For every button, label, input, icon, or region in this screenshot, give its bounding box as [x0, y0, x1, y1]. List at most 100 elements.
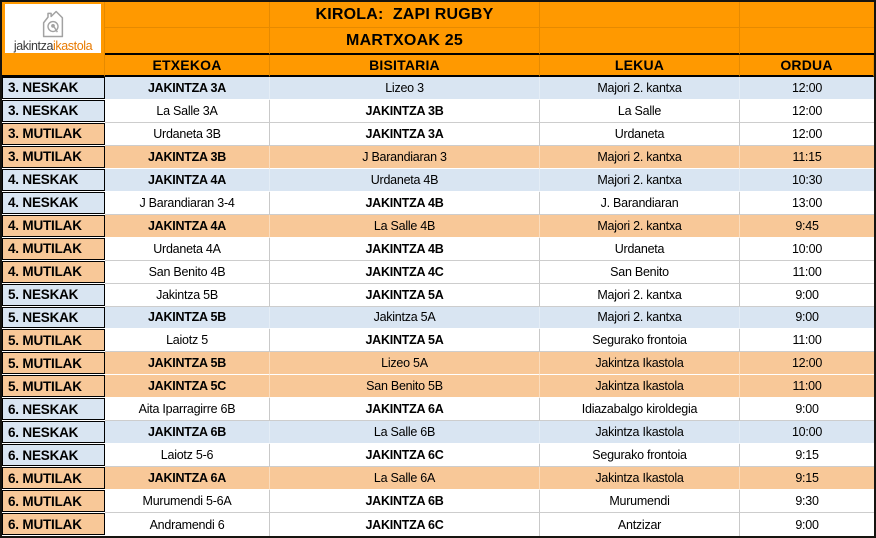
time-cell: 11:00 — [740, 260, 874, 284]
category-cell: 6. NESKAK — [2, 398, 105, 422]
category-cell: 4. NESKAK — [2, 191, 105, 215]
title-line1: KIROLA: ZAPI RUGBY — [270, 2, 540, 28]
visitor-team-cell: Urdaneta 4B — [270, 168, 540, 192]
category-label: 5. NESKAK — [2, 283, 105, 306]
venue-cell: Majori 2. kantxa — [540, 214, 740, 238]
time-cell: 9:00 — [740, 306, 874, 330]
title-line2: MARTXOAK 25 — [270, 28, 540, 55]
venue-cell: Majori 2. kantxa — [540, 145, 740, 169]
time-cell: 11:15 — [740, 145, 874, 169]
venue-cell: Urdaneta — [540, 237, 740, 261]
category-label: 6. MUTILAK — [2, 467, 105, 490]
time-cell: 12:00 — [740, 122, 874, 146]
time-cell: 9:15 — [740, 467, 874, 491]
home-team-cell: J Barandiaran 3-4 — [105, 191, 270, 215]
home-team-cell: JAKINTZA 6A — [105, 467, 270, 491]
venue-cell: Majori 2. kantxa — [540, 306, 740, 330]
visitor-team-cell: Lizeo 3 — [270, 77, 540, 100]
venue-cell: Idiazabalgo kiroldegia — [540, 398, 740, 422]
visitor-team-cell: JAKINTZA 6B — [270, 490, 540, 514]
time-cell: 9:15 — [740, 444, 874, 468]
category-label: 6. NESKAK — [2, 444, 105, 467]
visitor-team-cell: La Salle 6B — [270, 421, 540, 445]
category-cell: 3. NESKAK — [2, 77, 105, 100]
category-label: 4. MUTILAK — [2, 237, 105, 260]
visitor-team-cell: JAKINTZA 3B — [270, 99, 540, 123]
home-team-cell: Jakintza 5B — [105, 283, 270, 307]
home-team-cell: Urdaneta 3B — [105, 122, 270, 146]
category-cell: 5. MUTILAK — [2, 329, 105, 353]
category-cell: 6. MUTILAK — [2, 467, 105, 491]
category-label: 5. MUTILAK — [2, 375, 105, 398]
venue-cell: Majori 2. kantxa — [540, 168, 740, 192]
home-team-cell: JAKINTZA 3A — [105, 77, 270, 100]
category-cell: 3. NESKAK — [2, 99, 105, 123]
category-cell: 6. MUTILAK — [2, 490, 105, 514]
column-header-lekua: LEKUA — [540, 55, 740, 77]
spacer-cell — [540, 28, 740, 55]
visitor-team-cell: JAKINTZA 5A — [270, 283, 540, 307]
category-cell: 6. NESKAK — [2, 421, 105, 445]
home-team-cell: Laiotz 5-6 — [105, 444, 270, 468]
category-label: 4. MUTILAK — [2, 214, 105, 237]
visitor-team-cell: J Barandiaran 3 — [270, 145, 540, 169]
category-label: 5. NESKAK — [2, 306, 105, 329]
time-cell: 9:00 — [740, 398, 874, 422]
time-cell: 9:00 — [740, 283, 874, 307]
spacer-cell — [540, 2, 740, 28]
column-header-etxekoa: ETXEKOA — [105, 55, 270, 77]
column-header-ordua: ORDUA — [740, 55, 874, 77]
home-team-cell: San Benito 4B — [105, 260, 270, 284]
home-team-cell: JAKINTZA 6B — [105, 421, 270, 445]
category-label: 4. NESKAK — [2, 168, 105, 191]
time-cell: 11:00 — [740, 329, 874, 353]
venue-cell: Segurako frontoia — [540, 444, 740, 468]
time-cell: 9:00 — [740, 513, 874, 536]
spacer-cell — [105, 2, 270, 28]
home-team-cell: JAKINTZA 5B — [105, 306, 270, 330]
category-label: 4. NESKAK — [2, 191, 105, 214]
time-cell: 9:30 — [740, 490, 874, 514]
visitor-team-cell: Jakintza 5A — [270, 306, 540, 330]
home-team-cell: Urdaneta 4A — [105, 237, 270, 261]
visitor-team-cell: JAKINTZA 6A — [270, 398, 540, 422]
school-logo: jakintzaikastola — [5, 4, 101, 53]
time-cell: 12:00 — [740, 99, 874, 123]
category-label: 3. MUTILAK — [2, 145, 105, 168]
venue-cell: J. Barandiaran — [540, 191, 740, 215]
home-team-cell: JAKINTZA 4A — [105, 168, 270, 192]
logo-text-ikastola: ikastola — [53, 39, 93, 53]
visitor-team-cell: Lizeo 5A — [270, 352, 540, 376]
visitor-team-cell: JAKINTZA 3A — [270, 122, 540, 146]
home-team-cell: Andramendi 6 — [105, 513, 270, 536]
category-cell: 5. NESKAK — [2, 306, 105, 330]
home-team-cell: La Salle 3A — [105, 99, 270, 123]
venue-cell: San Benito — [540, 260, 740, 284]
visitor-team-cell: JAKINTZA 6C — [270, 444, 540, 468]
time-cell: 9:45 — [740, 214, 874, 238]
venue-cell: Jakintza Ikastola — [540, 421, 740, 445]
visitor-team-cell: JAKINTZA 5A — [270, 329, 540, 353]
time-cell: 10:00 — [740, 421, 874, 445]
category-cell: 4. MUTILAK — [2, 237, 105, 261]
home-team-cell: JAKINTZA 4A — [105, 214, 270, 238]
visitor-team-cell: JAKINTZA 4B — [270, 237, 540, 261]
category-label: 6. NESKAK — [2, 398, 105, 421]
category-label: 4. MUTILAK — [2, 260, 105, 283]
category-label: 6. NESKAK — [2, 421, 105, 444]
spacer-cell — [105, 28, 270, 55]
venue-cell: La Salle — [540, 99, 740, 123]
time-cell: 12:00 — [740, 352, 874, 376]
category-cell: 4. MUTILAK — [2, 214, 105, 238]
category-cell: 4. MUTILAK — [2, 260, 105, 284]
category-cell: 3. MUTILAK — [2, 122, 105, 146]
category-cell: 5. NESKAK — [2, 283, 105, 307]
venue-cell: Antzizar — [540, 513, 740, 536]
category-cell: 6. MUTILAK — [2, 513, 105, 536]
column-header-corner — [2, 55, 105, 77]
home-team-cell: Laiotz 5 — [105, 329, 270, 353]
venue-cell: Jakintza Ikastola — [540, 467, 740, 491]
venue-cell: Majori 2. kantxa — [540, 283, 740, 307]
home-team-cell: Aita Iparragirre 6B — [105, 398, 270, 422]
